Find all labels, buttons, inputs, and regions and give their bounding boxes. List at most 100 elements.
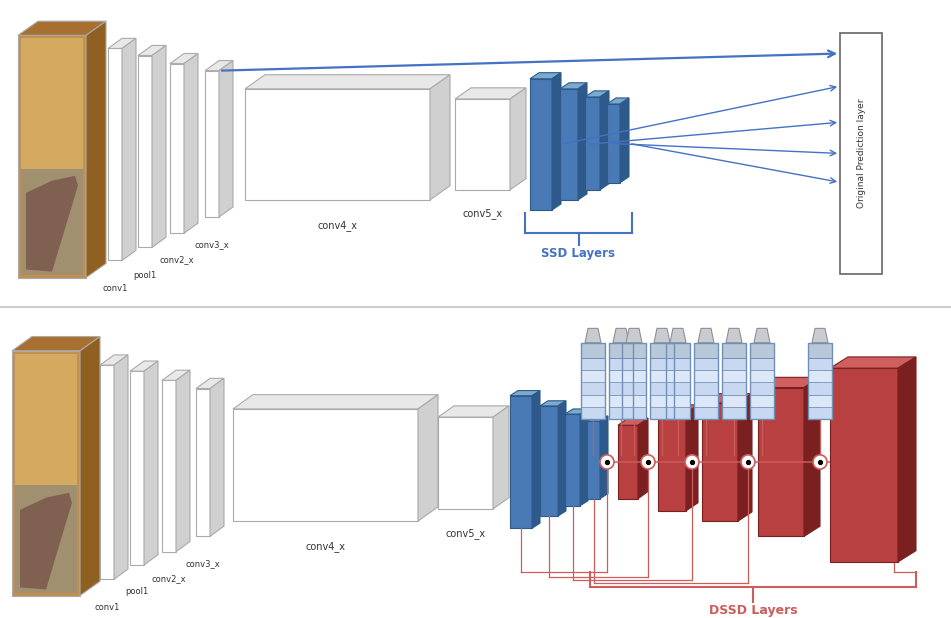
- Circle shape: [641, 455, 655, 469]
- Polygon shape: [600, 416, 608, 499]
- Polygon shape: [18, 21, 106, 35]
- Polygon shape: [898, 357, 916, 562]
- Polygon shape: [722, 395, 746, 407]
- Polygon shape: [510, 391, 540, 396]
- Polygon shape: [666, 358, 690, 370]
- Polygon shape: [430, 75, 450, 200]
- Polygon shape: [808, 370, 832, 383]
- Polygon shape: [750, 358, 774, 370]
- Polygon shape: [581, 358, 605, 370]
- Polygon shape: [560, 83, 587, 89]
- Text: SSD Layers: SSD Layers: [541, 247, 615, 260]
- Polygon shape: [650, 358, 674, 370]
- Polygon shape: [565, 409, 588, 414]
- Polygon shape: [12, 351, 80, 596]
- Polygon shape: [245, 89, 430, 200]
- Text: conv2_x: conv2_x: [152, 574, 186, 583]
- Polygon shape: [722, 342, 746, 358]
- Polygon shape: [622, 383, 646, 395]
- Polygon shape: [15, 485, 77, 593]
- Polygon shape: [530, 73, 561, 78]
- Polygon shape: [170, 54, 198, 64]
- Polygon shape: [650, 407, 674, 419]
- Polygon shape: [754, 328, 770, 342]
- Polygon shape: [130, 361, 158, 371]
- Polygon shape: [698, 328, 714, 342]
- Polygon shape: [666, 383, 690, 395]
- Polygon shape: [658, 413, 686, 511]
- Text: conv2_x: conv2_x: [160, 255, 194, 265]
- Polygon shape: [510, 88, 526, 190]
- Polygon shape: [233, 409, 418, 521]
- Polygon shape: [540, 406, 558, 516]
- Circle shape: [685, 455, 699, 469]
- Polygon shape: [658, 405, 698, 413]
- Polygon shape: [219, 61, 233, 217]
- Polygon shape: [170, 64, 184, 233]
- Polygon shape: [162, 370, 190, 381]
- Polygon shape: [702, 403, 738, 521]
- Polygon shape: [808, 342, 832, 358]
- Polygon shape: [15, 354, 77, 485]
- Polygon shape: [552, 73, 561, 210]
- Polygon shape: [438, 417, 493, 509]
- Text: conv4_x: conv4_x: [305, 541, 345, 552]
- Polygon shape: [114, 355, 128, 579]
- Polygon shape: [609, 342, 633, 358]
- Polygon shape: [532, 391, 540, 528]
- Circle shape: [600, 455, 614, 469]
- Text: conv3_x: conv3_x: [185, 559, 221, 568]
- Polygon shape: [622, 342, 646, 358]
- Polygon shape: [812, 328, 828, 342]
- Polygon shape: [626, 328, 642, 342]
- Polygon shape: [738, 394, 752, 521]
- Polygon shape: [750, 395, 774, 407]
- Polygon shape: [618, 418, 648, 425]
- Polygon shape: [622, 358, 646, 370]
- Polygon shape: [622, 370, 646, 383]
- Text: conv3_x: conv3_x: [195, 240, 229, 249]
- Polygon shape: [666, 342, 690, 358]
- Polygon shape: [12, 337, 100, 351]
- Polygon shape: [205, 61, 233, 70]
- Polygon shape: [666, 407, 690, 419]
- Polygon shape: [654, 328, 670, 342]
- Polygon shape: [205, 70, 219, 217]
- Polygon shape: [144, 361, 158, 565]
- Polygon shape: [750, 407, 774, 419]
- Polygon shape: [670, 328, 686, 342]
- Polygon shape: [455, 88, 526, 99]
- Polygon shape: [726, 328, 742, 342]
- Polygon shape: [722, 358, 746, 370]
- Polygon shape: [694, 407, 718, 419]
- Polygon shape: [80, 337, 100, 596]
- Polygon shape: [581, 342, 605, 358]
- Polygon shape: [530, 78, 552, 210]
- Polygon shape: [694, 358, 718, 370]
- Polygon shape: [581, 407, 605, 419]
- Polygon shape: [587, 421, 600, 499]
- Polygon shape: [138, 46, 166, 56]
- Polygon shape: [540, 401, 566, 406]
- Polygon shape: [581, 383, 605, 395]
- Polygon shape: [758, 387, 804, 536]
- Polygon shape: [455, 99, 510, 190]
- Polygon shape: [578, 83, 587, 200]
- Polygon shape: [620, 98, 629, 183]
- Polygon shape: [233, 395, 438, 409]
- Polygon shape: [585, 328, 601, 342]
- Text: conv1: conv1: [94, 603, 120, 612]
- Polygon shape: [176, 370, 190, 552]
- Polygon shape: [650, 395, 674, 407]
- Polygon shape: [86, 21, 106, 277]
- Polygon shape: [585, 97, 600, 190]
- Polygon shape: [694, 383, 718, 395]
- Polygon shape: [722, 383, 746, 395]
- Polygon shape: [162, 381, 176, 552]
- Polygon shape: [210, 378, 224, 536]
- Polygon shape: [26, 176, 78, 271]
- Polygon shape: [666, 370, 690, 383]
- Polygon shape: [808, 407, 832, 419]
- Text: conv1: conv1: [103, 284, 127, 293]
- Text: conv5_x: conv5_x: [463, 208, 503, 219]
